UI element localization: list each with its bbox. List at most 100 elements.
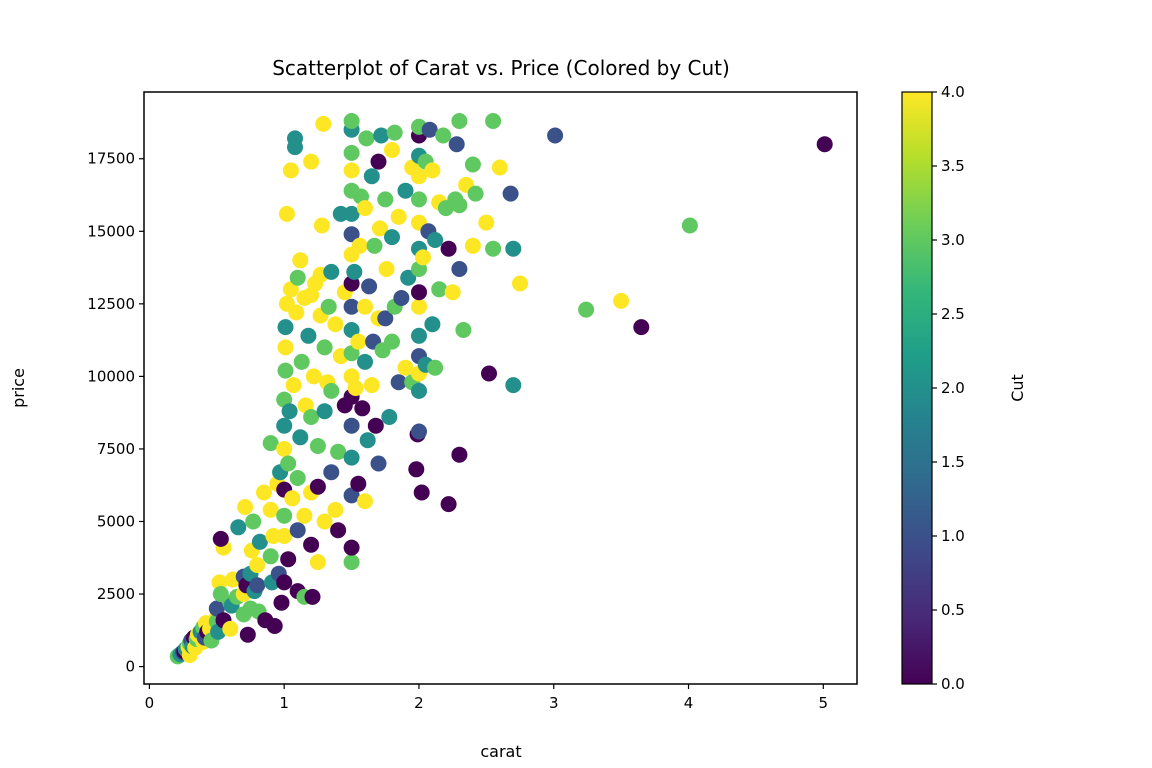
scatter-point [481, 365, 497, 382]
scatter-point [491, 159, 508, 176]
scatter-point [282, 281, 299, 298]
scatter-point [262, 435, 279, 452]
y-axis-ticks: 0 2500 5000 7500 10000 12500 15000 17500 [87, 150, 144, 676]
scatter-point [323, 382, 340, 399]
scatter-point [357, 200, 373, 217]
scatter-point [288, 304, 305, 321]
scatter-point [309, 554, 326, 571]
scatter-point [327, 316, 344, 333]
scatter-point [413, 484, 430, 501]
scatter-point [343, 162, 360, 179]
scatter-point [211, 574, 228, 591]
scatter-point [351, 237, 368, 254]
scatter-point [408, 461, 425, 478]
colorbar-label: Cut [1008, 374, 1027, 402]
scatter-point [284, 490, 301, 507]
scatter-point [357, 298, 373, 315]
scatter-point [292, 252, 309, 269]
scatter-point [485, 113, 502, 129]
scatter-point [237, 499, 254, 515]
scatter-point [411, 327, 427, 344]
scatter-point [464, 237, 481, 254]
scatter-point [366, 237, 383, 254]
scatter-point [315, 115, 332, 132]
scatter-point [451, 261, 468, 277]
scatter-point [359, 432, 376, 449]
scatter-point [343, 226, 360, 243]
scatter-point [276, 417, 293, 434]
scatter-point [343, 417, 360, 434]
scatter-point [262, 501, 279, 518]
scatter-point [323, 464, 340, 481]
scatter-point [400, 269, 417, 286]
scatter-point [363, 168, 380, 185]
scatter-point [292, 429, 309, 446]
colorbar-tick-label: 3.0 [941, 231, 965, 249]
scatter-point [485, 240, 502, 257]
scatter-point [343, 449, 360, 466]
scatter-point [276, 507, 293, 524]
scatter-point [370, 153, 387, 170]
scatter-point [411, 423, 427, 440]
scatter-point [358, 130, 375, 147]
scatter-point [343, 345, 360, 362]
scatter-point [230, 519, 247, 536]
scatter-point [505, 377, 522, 394]
scatter-point [276, 574, 293, 591]
x-tick-label: 1 [279, 694, 289, 712]
scatter-point [361, 278, 378, 295]
scatter-point [316, 403, 333, 420]
scatter-point [478, 214, 495, 231]
scatter-point [343, 322, 360, 338]
scatter-point [411, 191, 427, 208]
scatter-point [381, 409, 398, 425]
scatter-point [357, 493, 373, 510]
scatter-point [343, 487, 360, 504]
scatter-point [343, 554, 360, 571]
scatter-point [455, 322, 472, 338]
scatter-point [373, 127, 390, 144]
scatter-point [281, 403, 298, 420]
y-tick-label: 15000 [87, 222, 135, 240]
colorbar-tick-label: 1.5 [941, 453, 965, 471]
points-layer [169, 113, 833, 665]
scatter-point [411, 298, 427, 315]
scatter-point [300, 327, 317, 344]
scatter-point [212, 530, 229, 547]
scatter-point [347, 380, 364, 396]
scatter-point [303, 409, 320, 425]
scatter-point [282, 162, 299, 179]
scatter-point [222, 620, 239, 637]
scatter-point [411, 284, 427, 301]
scatter-point [208, 600, 225, 617]
scatter-point [633, 319, 650, 336]
scatter-point [293, 353, 310, 370]
scatter-point [287, 130, 303, 147]
x-axis-ticks: 0 1 2 3 4 5 [145, 684, 828, 712]
chart-title: Scatterplot of Carat vs. Price (Colored … [272, 56, 730, 80]
scatter-point [444, 284, 461, 301]
colorbar-tick-label: 1.0 [941, 527, 965, 545]
x-axis-label: carat [480, 742, 521, 761]
scatter-point [303, 536, 320, 553]
scatter-point [350, 333, 367, 350]
scatter-point [415, 249, 431, 266]
scatter-point [411, 168, 427, 185]
scatter-point [424, 162, 441, 179]
scatter-point [239, 626, 256, 643]
scatter-point [547, 127, 564, 144]
scatter-point [502, 185, 519, 202]
scatter-point [289, 470, 306, 486]
scatter-point [346, 263, 363, 280]
scatter-point [350, 475, 367, 492]
scatter-point [343, 539, 360, 556]
scatter-point [277, 362, 294, 379]
scatter-point [276, 528, 293, 544]
scatter-point [309, 438, 326, 454]
y-tick-label: 0 [125, 658, 135, 676]
scatter-point [424, 316, 441, 333]
scatter-point [266, 618, 283, 634]
scatter-point [313, 217, 330, 234]
scatter-point [440, 496, 457, 513]
scatter-point [816, 136, 833, 153]
